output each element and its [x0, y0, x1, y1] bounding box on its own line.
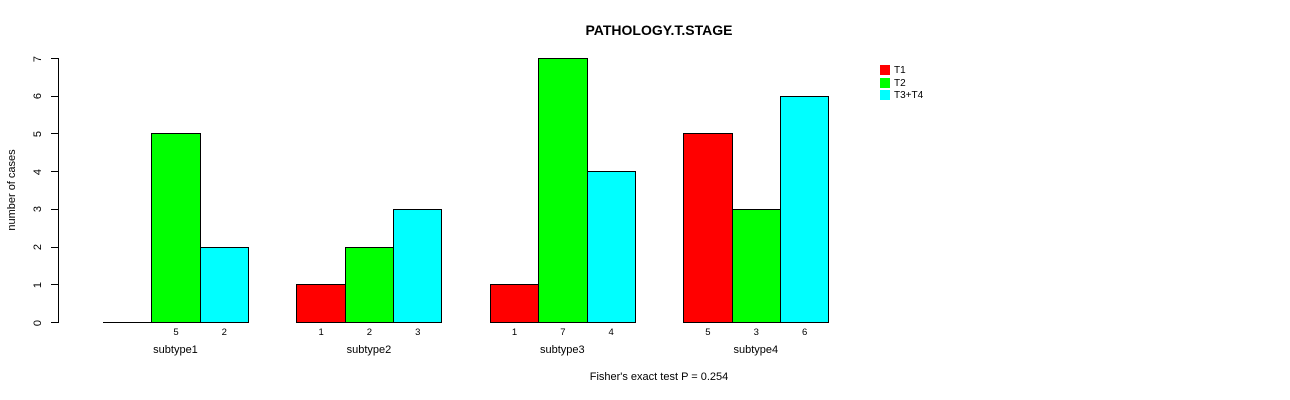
bar-value-label: 6: [801, 327, 808, 338]
legend-label-t3+t4: T3+T4: [894, 90, 924, 102]
y-tick-mark: [51, 171, 58, 173]
bar-t3+t4-subtype4: [779, 95, 830, 323]
y-axis-line: [58, 58, 59, 323]
bar-value-label: 2: [221, 327, 227, 338]
x-category-label-subtype2: subtype2: [346, 344, 392, 356]
legend-swatch-t1: [880, 65, 890, 75]
x-category-label-subtype4: subtype4: [733, 344, 779, 356]
bar-t2-subtype2: [344, 246, 395, 323]
bar-t2-subtype3: [538, 58, 588, 323]
bar-t1-subtype2: [296, 284, 346, 323]
y-tick-mark: [51, 208, 58, 210]
annotation-text: Fisher's exact test P = 0.254: [589, 371, 729, 383]
y-tick-label: 0: [32, 319, 44, 326]
bar-t3+t4-subtype2: [393, 208, 443, 323]
y-tick-mark: [51, 58, 58, 59]
y-tick-label: 2: [32, 244, 44, 251]
legend-label-t1: T1: [894, 65, 906, 76]
legend-swatch-t3+t4: [880, 90, 890, 101]
y-tick-label: 3: [32, 206, 44, 213]
bar-value-label: 5: [705, 327, 711, 338]
y-tick-label: 1: [32, 281, 44, 288]
legend-swatch-t2: [880, 77, 890, 88]
y-tick-label: 4: [32, 168, 44, 175]
x-category-label-subtype1: subtype1: [153, 344, 198, 356]
bar-t2-subtype1: [151, 133, 201, 323]
bar-value-label: 4: [608, 327, 614, 338]
y-tick-mark: [51, 322, 58, 323]
x-category-label-subtype3: subtype3: [540, 344, 585, 356]
y-tick-label: 6: [32, 93, 44, 100]
chart-title: PATHOLOGY.T.STAGE: [585, 22, 733, 38]
bar-value-label: 5: [173, 327, 179, 338]
y-tick-mark: [51, 95, 58, 97]
y-tick-mark: [51, 246, 58, 248]
bar-t1-subtype4: [683, 133, 733, 323]
bar-value-label: 3: [415, 327, 421, 338]
zero-height-bar-subtype1: [103, 322, 153, 323]
bar-value-label: 3: [753, 327, 759, 338]
bar-value-label: 7: [560, 327, 566, 338]
y-tick-mark: [51, 133, 58, 135]
bar-t3+t4-subtype3: [586, 171, 636, 323]
bar-value-label: 1: [511, 327, 518, 338]
bar-value-label: 2: [366, 327, 373, 338]
y-tick-mark: [51, 284, 58, 286]
y-tick-label: 7: [32, 55, 44, 62]
bar-t1-subtype3: [489, 284, 540, 323]
y-tick-label: 5: [32, 130, 44, 137]
bar-value-label: 1: [318, 327, 324, 338]
legend-label-t2: T2: [894, 77, 906, 89]
bar-t3+t4-subtype1: [199, 246, 249, 323]
bar-t2-subtype4: [731, 208, 781, 323]
